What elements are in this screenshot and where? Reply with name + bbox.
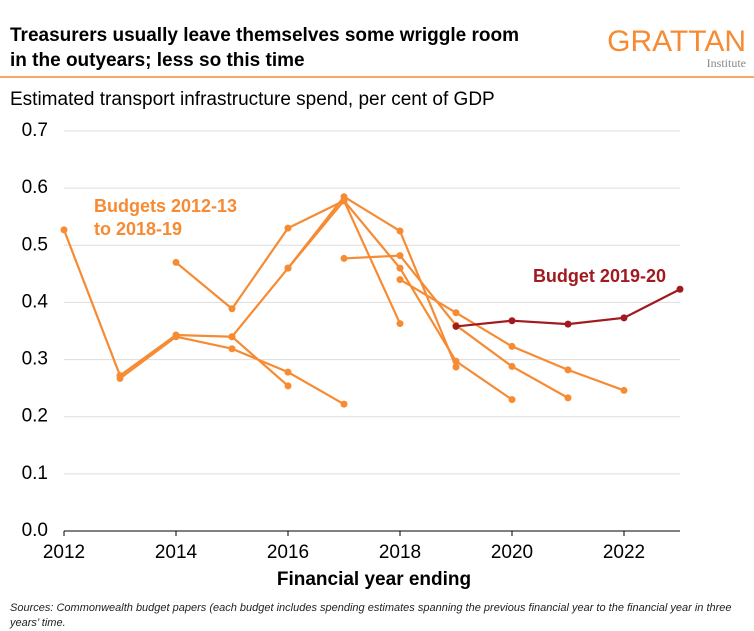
logo: GRATTAN [607,25,746,58]
point [620,386,628,394]
point [396,276,404,284]
x-tick-label: 2012 [43,542,85,563]
chart-title: in the outyears; less so this time [10,50,305,71]
point [452,357,460,365]
point [284,264,292,272]
y-tick-label: 0.0 [22,520,48,541]
x-tick-label: 2014 [155,542,198,563]
point [228,305,236,313]
point [340,400,348,408]
y-tick-label: 0.6 [22,177,48,198]
point [396,264,404,272]
chart: Treasurers usually leave themselves some… [0,25,754,590]
point [676,285,684,293]
point [284,382,292,390]
point [60,226,68,234]
annotation: Budgets 2012-13 [94,196,237,216]
point [172,258,180,266]
point [284,224,292,232]
point [340,197,348,205]
y-tick-label: 0.5 [22,234,48,255]
point [228,333,236,341]
point [396,320,404,328]
point [284,368,292,376]
x-tick-label: 2022 [603,542,645,563]
x-tick-label: 2018 [379,542,421,563]
point [620,314,628,322]
series-label: Budget 2019-20 [533,266,666,286]
point [508,342,516,350]
logo-sub: Institute [707,56,746,70]
x-axis-label: Financial year ending [277,569,471,590]
point [396,252,404,260]
y-tick-label: 0.7 [22,120,48,141]
point [228,345,236,353]
x-tick-label: 2016 [267,542,309,563]
y-tick-label: 0.2 [22,406,48,427]
y-tick-label: 0.4 [22,291,49,312]
point [564,394,572,402]
source-note: Sources: Commonwealth budget papers (eac… [10,602,732,629]
point [340,254,348,262]
point [508,362,516,370]
point [508,396,516,404]
point [452,322,460,330]
series-line [175,199,402,325]
y-tick-label: 0.3 [22,349,48,370]
point [452,363,460,371]
point [452,309,460,317]
point [508,317,516,325]
point [564,366,572,374]
chart-subtitle: Estimated transport infrastructure spend… [10,89,495,110]
chart-title: Treasurers usually leave themselves some… [10,25,519,46]
y-tick-label: 0.1 [22,463,48,484]
annotation: to 2018-19 [94,219,182,239]
point [172,333,180,341]
point [396,227,404,235]
point [116,374,124,382]
x-tick-label: 2020 [491,542,533,563]
point [564,320,572,328]
